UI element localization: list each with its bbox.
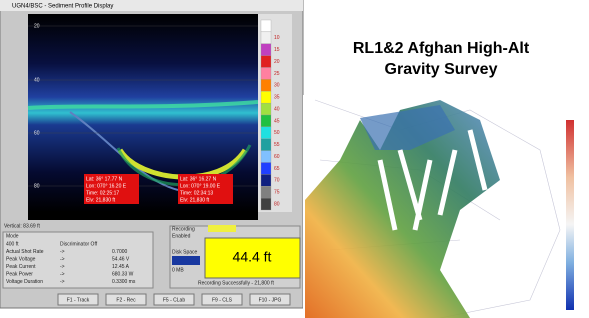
mode-cell: -> [60,279,65,285]
scale-label: 45 [274,118,280,124]
scale-label: 65 [274,166,280,172]
marker-text: Elv: 21,830 ft [86,197,116,203]
mode-cell: 0.3300 ms [112,279,136,285]
scale-swatch [261,198,271,210]
recording-enabled: Enabled [172,233,191,239]
scale-label: 15 [274,47,280,53]
mode-cell: Actual Shot Rate [6,249,44,255]
mode-cell: Discriminator Off [60,241,98,247]
scale-label: 40 [274,106,280,112]
depth-label: 60 [34,130,40,136]
scale-label: 30 [274,83,280,89]
scale-swatch [261,151,271,163]
button-label: F10 - JPG [259,297,282,303]
scale-swatch [261,163,271,175]
scale-label: 70 [274,178,280,184]
scale-label: 20 [274,59,280,65]
button-label: F1 - Track [67,297,90,303]
marker-text: Elv: 21,830 ft [180,197,210,203]
page: UGN4/BSC - Sediment Profile Display 20 40… [0,0,589,318]
mode-cell: 400 ft [6,241,19,247]
marker-text: Lat: 36° 17.77 N [86,176,123,182]
depth-label: 20 [34,23,40,29]
vertical-readout: Vertical: 83.69 ft [4,223,40,229]
marker-text: Time: 02:25:17 [86,190,119,196]
marker-text: Lon: 070° 16.20 E [86,183,127,189]
scale-label: 60 [274,154,280,160]
mode-cell: Peak Voltage [6,256,36,262]
map-colorbar [566,120,574,310]
depth-readout: 44.4 ft [233,249,272,265]
scale-swatch [261,127,271,139]
scale-swatch [261,56,271,68]
disk-mb: 0 MB [172,267,184,273]
scale-swatch [261,91,271,103]
marker-text: Time: 02:34:13 [180,190,213,196]
map-title: Gravity Survey [385,61,498,78]
depth-label: 40 [34,77,40,83]
scale-label: 10 [274,35,280,41]
button-label: F9 - CLS [212,297,233,303]
scale-label: 35 [274,95,280,101]
button-label: F5 - CLab [163,297,185,303]
depth-label: 80 [34,183,40,189]
disk-space: Disk Space [172,249,198,255]
scale-label: 25 [274,71,280,77]
scale-label: 80 [274,201,280,207]
marker-text: Lat: 36° 16.27 N [180,176,217,182]
scale-swatch [261,139,271,151]
scale-label: 50 [274,130,280,136]
mode-cell: -> [60,249,65,255]
scale-swatch [261,44,271,56]
button-label: F2 - Rec [116,297,136,303]
mode-cell: -> [60,264,65,270]
mode-heading: Mode [6,233,19,239]
recording-status: Recording Successfully - 21,800 ft [198,280,274,286]
scale-swatch [261,103,271,115]
scale-swatch [261,174,271,186]
marker-text: Lon: 070° 19.00 E [180,183,221,189]
x-axis-bar [28,212,258,220]
scale-swatch [261,68,271,80]
mode-cell: 0.7000 [112,249,128,255]
scale-swatch [261,20,271,32]
scale-label: 55 [274,142,280,148]
mode-cell: Voltage Duration [6,279,43,285]
window-title: UGN4/BSC - Sediment Profile Display [12,4,113,10]
mode-cell: -> [60,256,65,262]
mode-cell: 680.33 W [112,271,134,277]
mode-cell: Peak Power [6,271,33,277]
scale-swatch [261,115,271,127]
disk-meter [172,256,200,265]
scale-swatch [261,79,271,91]
recording-heading: Recording [172,226,195,232]
mode-cell: Peak Current [6,264,36,270]
scale-swatch [261,186,271,198]
mode-cell: 54.46 V [112,256,130,262]
mode-cell: 12.45 A [112,264,130,270]
scale-swatch [261,32,271,44]
recording-indicator [208,225,236,232]
scale-label: 75 [274,190,280,196]
map-title: RL1&2 Afghan High-Alt [353,40,530,57]
mode-cell: -> [60,271,65,277]
